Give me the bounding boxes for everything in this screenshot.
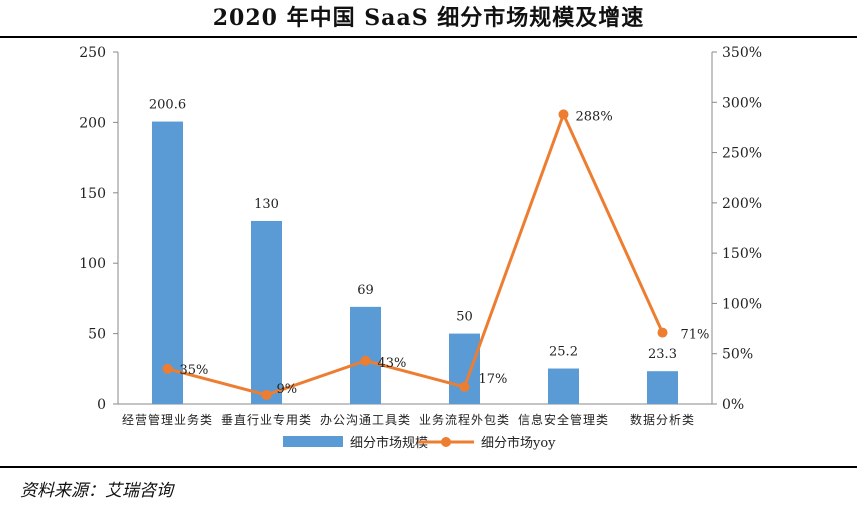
- legend-swatch-bar: [283, 436, 343, 447]
- line-point-yoy: [558, 109, 569, 120]
- line-value-label: 35%: [180, 363, 209, 378]
- legend-label-bar: 细分市场规模: [350, 435, 428, 451]
- line-point-yoy: [261, 389, 272, 400]
- bar-market-size: [251, 220, 282, 404]
- line-value-label: 71%: [681, 328, 710, 343]
- line-point-yoy: [459, 381, 470, 392]
- line-value-label: 17%: [479, 372, 508, 387]
- bar-value-label: 69: [357, 283, 374, 298]
- source-note: 资料来源：艾瑞咨询: [20, 481, 173, 501]
- right-axis-tick-label: 100%: [722, 296, 762, 312]
- bar-market-size: [548, 368, 579, 404]
- left-axis-tick-label: 0: [97, 397, 106, 413]
- line-point-yoy: [657, 327, 668, 338]
- bar-market-size: [152, 121, 183, 404]
- legend-swatch-point: [441, 437, 451, 447]
- left-axis-tick-label: 250: [79, 45, 106, 61]
- chart-title: 2020 年中国 SaaS 细分市场规模及增速: [212, 5, 645, 31]
- left-axis-tick-label: 150: [79, 186, 106, 202]
- bar-value-label: 50: [456, 310, 473, 325]
- x-axis-category-label: 垂直行业专用类: [221, 412, 312, 427]
- right-axis-tick-label: 350%: [722, 45, 762, 61]
- x-axis-category-label: 信息安全管理类: [518, 412, 609, 427]
- x-axis-category-label: 数据分析类: [630, 412, 695, 427]
- title-rule: [0, 36, 857, 38]
- bar-market-size: [350, 306, 381, 404]
- left-axis-tick-label: 100: [79, 256, 106, 272]
- left-axis-tick-label: 200: [79, 115, 106, 131]
- bar-market-size: [449, 333, 480, 404]
- right-axis-tick-label: 0%: [722, 397, 744, 413]
- x-axis-category-label: 办公沟通工具类: [320, 412, 411, 427]
- bar-value-label: 130: [254, 197, 279, 212]
- footer-rule: [0, 466, 857, 468]
- bar-value-label: 25.2: [549, 345, 578, 360]
- line-point-yoy: [162, 363, 173, 374]
- right-axis-tick-label: 200%: [722, 196, 762, 212]
- line-point-yoy: [360, 355, 371, 366]
- legend-label-line: 细分市场yoy: [481, 435, 556, 451]
- right-axis-tick-label: 300%: [722, 95, 762, 111]
- x-axis-category-label: 经营管理业务类: [122, 412, 213, 427]
- line-value-label: 43%: [378, 356, 407, 371]
- right-axis-tick-label: 250%: [722, 146, 762, 162]
- bar-value-label: 200.6: [149, 98, 186, 113]
- line-value-label: 288%: [576, 109, 613, 124]
- x-axis-category-label: 业务流程外包类: [419, 412, 510, 427]
- bar-value-label: 23.3: [648, 347, 677, 362]
- right-axis-tick-label: 50%: [722, 347, 753, 363]
- bar-market-size: [647, 371, 678, 404]
- right-axis-tick-label: 150%: [722, 246, 762, 262]
- line-value-label: 9%: [277, 382, 298, 397]
- chart-canvas: 0 50 100 150 200 250 0% 50% 100% 150% 200% 250% 300%…: [79, 45, 762, 451]
- line-yoy-growth: [167, 112, 664, 397]
- left-axis-tick-label: 50: [88, 327, 106, 343]
